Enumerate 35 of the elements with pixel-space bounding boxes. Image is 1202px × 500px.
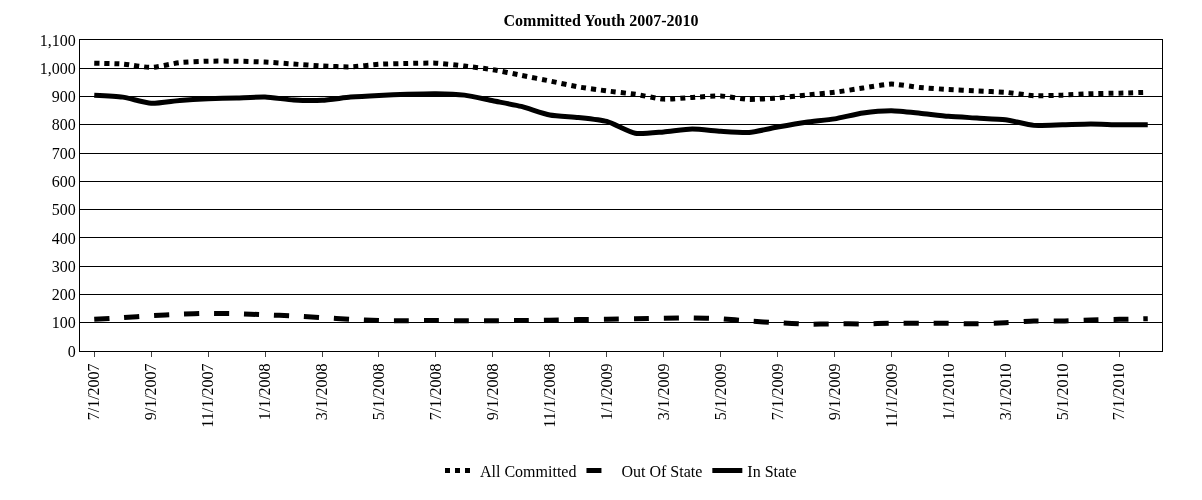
x-tick-label: 9/1/2008	[484, 363, 502, 421]
x-tick-label: 7/1/2010	[1110, 363, 1128, 421]
x-tick-label: 3/1/2008	[313, 363, 331, 421]
legend-label: Out Of State	[621, 462, 703, 480]
x-tick-label: 5/1/2009	[711, 363, 729, 421]
x-tick-label: 11/1/2007	[199, 363, 217, 428]
x-tick-label: 9/1/2009	[825, 363, 843, 421]
y-tick-label: 600	[51, 172, 76, 190]
x-tick-label: 9/1/2007	[142, 363, 160, 421]
y-tick-label: 1,000	[39, 59, 76, 77]
x-tick-label: 1/1/2009	[597, 363, 615, 421]
x-tick-label: 11/1/2008	[541, 363, 559, 428]
x-tick-label: 3/1/2010	[996, 363, 1014, 421]
y-tick-label: 400	[51, 229, 76, 247]
y-tick-label: 300	[51, 257, 76, 275]
x-tick-label: 1/1/2008	[256, 363, 274, 421]
y-tick-label: 0	[67, 342, 76, 360]
y-tick-label: 700	[51, 144, 76, 162]
x-tick-label: 5/1/2010	[1053, 363, 1071, 421]
legend-label: All Committed	[480, 462, 577, 480]
x-tick-label: 7/1/2008	[427, 363, 445, 421]
y-tick-label: 500	[51, 201, 76, 219]
y-tick-label: 100	[51, 314, 76, 332]
y-tick-label: 800	[51, 116, 76, 134]
x-tick-label: 1/1/2010	[939, 363, 957, 421]
x-tick-label: 11/1/2009	[882, 363, 900, 428]
y-tick-label: 900	[51, 88, 76, 106]
x-tick-label: 7/1/2009	[768, 363, 786, 421]
y-tick-label: 1,100	[39, 31, 76, 49]
x-tick-label: 3/1/2009	[654, 363, 672, 421]
legend-label: In State	[747, 462, 797, 480]
y-tick-label: 200	[51, 286, 76, 304]
x-tick-label: 7/1/2007	[85, 363, 103, 421]
x-tick-label: 5/1/2008	[370, 363, 388, 421]
chart-title: Committed Youth 2007-2010	[503, 12, 699, 30]
